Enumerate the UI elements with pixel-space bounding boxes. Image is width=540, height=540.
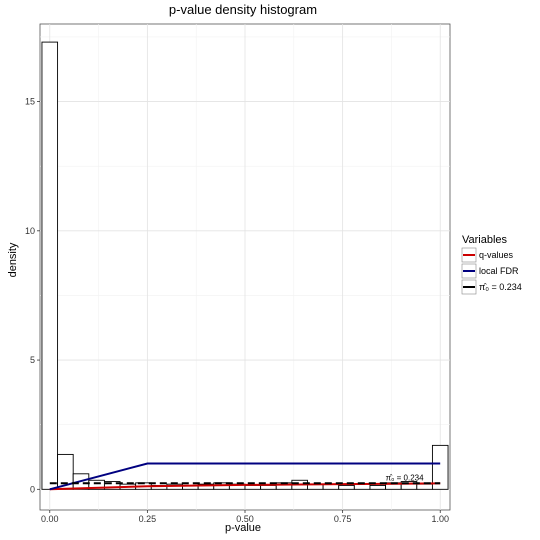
histogram-bar (260, 484, 277, 490)
legend-label: π̂₀ = 0.234 (479, 282, 522, 292)
axis-ticks: 0.00 0.25 0.50 0.75 1.00 0 5 10 15 (25, 97, 449, 524)
y-tick-label: 15 (25, 97, 35, 107)
histogram-bar (244, 484, 262, 490)
chart-title: p-value density histogram (169, 2, 317, 17)
y-axis-title: density (7, 242, 19, 277)
histogram-bar (41, 41, 59, 490)
x-tick-label: 0.75 (334, 514, 352, 524)
x-axis-title: p-value (225, 522, 261, 534)
legend-label: q-values (479, 250, 514, 260)
y-tick-label: 10 (25, 226, 35, 236)
legend-label: local FDR (479, 266, 519, 276)
series-line (49, 462, 441, 491)
legend-title: Variables (462, 234, 508, 246)
y-tick-label: 0 (30, 484, 35, 494)
histogram-bar (431, 444, 449, 490)
y-tick-label: 5 (30, 355, 35, 365)
x-tick-label: 0.50 (236, 514, 254, 524)
x-tick-label: 0.25 (139, 514, 157, 524)
histogram-bar (416, 483, 433, 490)
x-tick-label: 1.00 (431, 514, 449, 524)
histogram-bar (369, 484, 387, 490)
pi0-annotation: π̂₀ = 0.234 (386, 473, 425, 482)
series-lines (49, 462, 441, 491)
histogram-bar (338, 484, 355, 490)
legend: Variables q-values local FDR π̂₀ = 0.234 (461, 234, 522, 295)
x-tick-label: 0.00 (41, 514, 59, 524)
